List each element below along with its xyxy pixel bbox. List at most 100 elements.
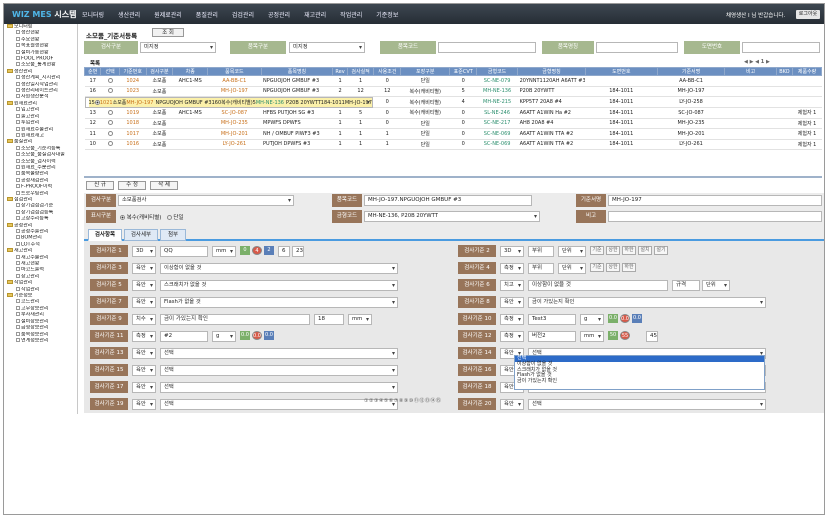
- limit-input[interactable]: 6: [278, 246, 290, 257]
- column-header[interactable]: BKO: [775, 67, 794, 76]
- spec-input[interactable]: 규격: [672, 280, 700, 291]
- sidebar-item[interactable]: 소모품_기준서등록: [4, 145, 77, 152]
- filter-inspect-type-select[interactable]: 미지정: [140, 42, 216, 53]
- form-note-input[interactable]: [608, 211, 822, 222]
- sidebar-item[interactable]: 주요현황: [4, 36, 77, 43]
- dropdown-option[interactable]: Flash가 없을 것: [517, 372, 552, 379]
- sidebar-item[interactable]: 작업관리: [4, 286, 77, 293]
- table-row[interactable]: 17 1024 소모품 AHC1-MS AA-BB-C1 NPGUOJOH GMBUF #…: [84, 75, 822, 87]
- sidebar-item[interactable]: 부자재관리: [4, 312, 77, 318]
- edit-button[interactable]: 수 정: [118, 181, 146, 190]
- sidebar-item[interactable]: 설비가동현황: [4, 49, 77, 56]
- sidebar-item[interactable]: 자원생산분석: [4, 94, 77, 100]
- dropdown-option[interactable]: 스크래치가 없을 것: [517, 366, 557, 373]
- row-radio[interactable]: [107, 120, 113, 126]
- dropdown-option[interactable]: 금이 가있는지 확인: [517, 378, 557, 385]
- tab-attachment[interactable]: 첨부: [160, 229, 186, 241]
- criteria-button[interactable]: 상한: [606, 263, 620, 272]
- row-radio[interactable]: [107, 109, 113, 115]
- inspect-text-input[interactable]: 선택: [160, 399, 398, 410]
- sidebar-group[interactable]: 공정관리: [4, 222, 77, 229]
- table-row[interactable]: 12 1018 소모품 MH-JO-235 MPWFS DPWFS 1 1 0 단일 0 SC-NE…: [84, 118, 822, 129]
- sidebar-item[interactable]: FOOL PROOF: [4, 56, 77, 62]
- column-header[interactable]: 사용조건: [373, 67, 402, 76]
- inspect-type-select[interactable]: 측정: [500, 314, 524, 325]
- unit-select[interactable]: mm: [580, 331, 604, 342]
- tab-inspect-detail[interactable]: 검사세부: [124, 229, 158, 241]
- inspect-text-input[interactable]: 부위: [528, 246, 554, 257]
- criteria-button[interactable]: 하한: [622, 263, 636, 272]
- filter-item-code-input[interactable]: [438, 42, 536, 53]
- unit-select[interactable]: mm: [348, 314, 372, 325]
- bottom-pager[interactable]: ①②③④⑤⑥⑦⑧⑨⑩⑪⑫⑬⑭⑮: [364, 398, 442, 404]
- sidebar-item[interactable]: 소모품_검사이력: [4, 158, 77, 165]
- inspect-text-input[interactable]: 부위: [528, 263, 554, 274]
- inspect-text-input[interactable]: #2: [160, 331, 208, 342]
- inspect-text-input[interactable]: 선택: [160, 365, 398, 376]
- sidebar-item[interactable]: 생산계획_지시관리: [4, 75, 77, 81]
- sidebar-group[interactable]: 생산관리: [4, 68, 77, 75]
- unit-select[interactable]: g: [212, 331, 236, 342]
- criteria-button[interactable]: 상한: [606, 246, 620, 255]
- sidebar-item[interactable]: 원재료_수분관리: [4, 164, 77, 171]
- sidebar-item[interactable]: 고무장보관리: [4, 305, 77, 312]
- unit-select[interactable]: g: [580, 314, 604, 325]
- criteria-button[interactable]: 설기: [654, 246, 668, 255]
- mode-select[interactable]: 단위: [558, 246, 586, 257]
- sidebar-item[interactable]: 원재료재고: [4, 132, 77, 139]
- sidebar-group[interactable]: 품질관리: [4, 139, 77, 145]
- sidebar-item[interactable]: 창고관리: [4, 273, 77, 280]
- row-radio[interactable]: [107, 77, 113, 83]
- inspect-type-select[interactable]: 육안: [132, 399, 156, 410]
- sidebar-item[interactable]: 연계정보관리: [4, 337, 77, 344]
- sidebar-item[interactable]: 트로우팅관리: [4, 190, 77, 197]
- inspect-text-input[interactable]: QQ: [160, 246, 208, 257]
- sidebar-item[interactable]: 생산현황: [4, 30, 77, 36]
- row-radio[interactable]: [107, 141, 113, 147]
- menu-item[interactable]: 품질관리: [195, 12, 218, 19]
- limit-input[interactable]: 45: [646, 331, 658, 342]
- sidebar-item[interactable]: 소모품_통계현황: [4, 62, 77, 68]
- row-radio[interactable]: [107, 130, 113, 136]
- inspect-text-input[interactable]: 이상함이 없을 것: [528, 280, 668, 291]
- sidebar-item[interactable]: 목표월생현황: [4, 43, 77, 49]
- column-header[interactable]: 금형코드: [476, 67, 519, 76]
- inspect-text-input[interactable]: 스크래치가 없을 것: [160, 280, 398, 291]
- inspect-text-input[interactable]: Flash가 없을 것: [160, 297, 398, 308]
- inspect-text-input[interactable]: 버전2: [528, 331, 576, 342]
- sidebar-item[interactable]: 장기검점검기준: [4, 203, 77, 209]
- sidebar-item[interactable]: 소모품_품질검사대출: [4, 152, 77, 158]
- inspect-text-input[interactable]: Test3: [528, 314, 576, 325]
- sidebar-item[interactable]: 재고현황: [4, 261, 77, 267]
- sidebar-item[interactable]: 공정재검관리: [4, 177, 77, 184]
- menu-item[interactable]: 공정관리: [267, 12, 291, 19]
- form-mold-select[interactable]: MH-NE-136, P20B 20YWTT: [364, 211, 540, 222]
- inspect-type-select[interactable]: 측정: [500, 331, 524, 342]
- sidebar-group[interactable]: 작업관리: [4, 280, 77, 286]
- dropdown-option[interactable]: 선택: [515, 355, 764, 362]
- menu-item[interactable]: 원제료관리: [154, 12, 182, 19]
- row-radio[interactable]: [94, 99, 100, 105]
- criteria-button[interactable]: 설치: [638, 246, 652, 255]
- sidebar-item[interactable]: 입고관리: [4, 107, 77, 113]
- inspect-text-input[interactable]: 선택: [160, 348, 398, 359]
- form-std-name-input[interactable]: MH-JO-197: [608, 195, 822, 206]
- filter-drawing-input[interactable]: [742, 42, 820, 53]
- menu-item[interactable]: 생산관리: [118, 12, 141, 19]
- criteria-button[interactable]: 기준: [590, 263, 604, 272]
- logout-button[interactable]: 로그아웃: [796, 10, 820, 19]
- column-header[interactable]: 도면번호: [584, 67, 658, 76]
- inspect-type-select[interactable]: 육안: [132, 382, 156, 393]
- sidebar-item[interactable]: 공정수출관리: [4, 229, 77, 235]
- column-header[interactable]: 제품수량: [792, 67, 822, 76]
- table-row[interactable]: 10 1016 소모품 LY-JO-261 PUTJOH DPWFS #3 1 1 1 단일 0 S…: [84, 139, 822, 150]
- dropdown-option[interactable]: 이상함이 없을 것: [517, 360, 553, 367]
- sidebar-item[interactable]: 재고수불관리: [4, 254, 77, 261]
- sidebar-item[interactable]: LOT추적: [4, 241, 77, 248]
- column-header[interactable]: 기준서명: [656, 67, 726, 76]
- sidebar-group[interactable]: 원재료관리: [4, 100, 77, 107]
- radio-multi[interactable]: [120, 215, 125, 220]
- menu-item[interactable]: 기준정보: [376, 12, 399, 19]
- criteria-dropdown-list[interactable]: 선택 이상함이 없을 것 스크래치가 없을 것 Flash가 없을 것 금이 가있는지 …: [514, 355, 765, 390]
- inspect-text-input[interactable]: 이상함이 없을 것: [160, 263, 398, 274]
